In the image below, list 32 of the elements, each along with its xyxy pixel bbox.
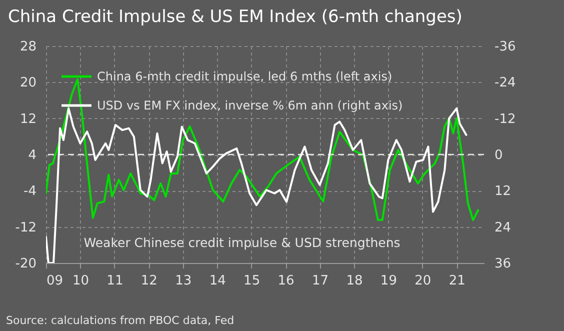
x-tick-label: 20 [414, 274, 432, 288]
x-tick-label: 18 [346, 274, 363, 288]
y-tick-label: 12 [20, 112, 36, 127]
y-tick-label: -20 [15, 256, 36, 272]
y2-tick-label: -24 [494, 76, 516, 91]
x-tick-label: 15 [244, 274, 260, 288]
annotation: Weaker Chinese credit impulse & USD strengthens [84, 235, 400, 250]
x-tick-label: 19 [380, 274, 397, 288]
y-tick-label: -4 [24, 184, 36, 200]
y-tick-label: 20 [20, 76, 36, 91]
y2-tick-label: -36 [494, 40, 516, 54]
x-tick-label: 13 [175, 274, 192, 288]
x-tick-label: 17 [312, 274, 329, 288]
y2-tick-label: 0 [494, 148, 503, 163]
legend-label: China 6-mth credit impulse, led 6 mths (left axis) [97, 70, 392, 84]
x-tick-label: 10 [72, 274, 89, 288]
y2-tick-label: 36 [494, 256, 512, 272]
source-note: Source: calculations from PBOC data, Fed [6, 314, 234, 327]
chart-title: China Credit Impulse & US EM Index (6-mth changes) [8, 7, 462, 27]
y2-tick-label: 24 [494, 220, 512, 236]
y2-tick-label: 12 [494, 184, 512, 200]
y2-tick-label: -12 [494, 112, 516, 127]
x-tick-label: 12 [140, 274, 158, 288]
y-tick-label: 4 [28, 148, 36, 163]
legend-label: USD vs EM FX index, inverse % 6m ann (right axis) [97, 98, 403, 112]
x-tick-label: 16 [278, 274, 294, 288]
x-tick-label: 09 [46, 274, 64, 288]
y-tick-label: 28 [20, 40, 36, 54]
y-tick-label: -12 [15, 220, 36, 236]
x-tick-label: 21 [448, 274, 466, 288]
x-tick-label: 14 [209, 274, 226, 288]
x-tick-label: 11 [106, 274, 124, 288]
